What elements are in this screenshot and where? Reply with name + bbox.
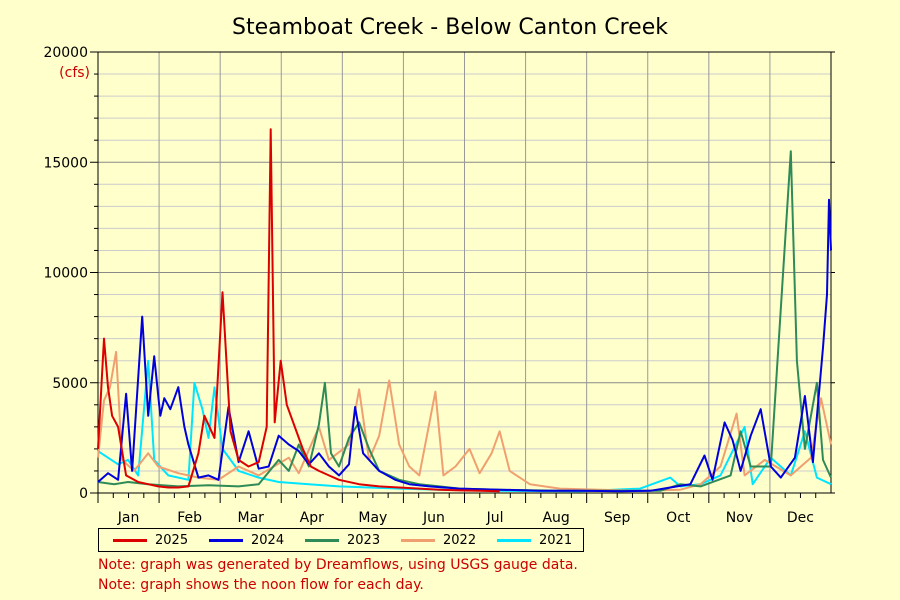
legend-swatch — [497, 538, 531, 542]
y-axis-unit: (cfs) — [59, 65, 90, 81]
y-tick-label: 5000 — [52, 376, 88, 392]
legend-swatch — [113, 538, 147, 542]
series-line-2025 — [97, 128, 500, 493]
y-tick-label: 0 — [79, 486, 88, 502]
legend: 2025 2024 2023 2022 2021 — [98, 528, 584, 552]
x-tick-label: Dec — [787, 510, 814, 526]
legend-label: 2025 — [155, 532, 189, 548]
x-tick-label: Sep — [604, 510, 631, 526]
chart-title: Steamboat Creek - Below Canton Creek — [232, 15, 668, 40]
legend-label: 2024 — [251, 532, 285, 548]
x-tick-label: Apr — [300, 510, 324, 526]
legend-swatch — [305, 538, 339, 542]
x-tick-label: Feb — [177, 510, 202, 526]
x-tick-label: Jun — [422, 510, 445, 526]
x-tick-label: May — [358, 510, 387, 526]
legend-item-2021: 2021 — [497, 533, 579, 548]
series-line-2021 — [97, 359, 832, 493]
axes: 0 5000 10000 15000 20000 Jan Feb Mar Apr May Jun Ju… — [43, 45, 835, 526]
x-tick-label: Mar — [237, 510, 264, 526]
legend-label: 2023 — [347, 532, 381, 548]
legend-item-2022: 2022 — [401, 533, 483, 548]
legend-label: 2022 — [443, 532, 477, 548]
x-tick-label: Nov — [726, 510, 753, 526]
legend-swatch — [401, 538, 435, 542]
x-tick-label: Aug — [542, 510, 569, 526]
legend-item-2023: 2023 — [305, 533, 387, 548]
x-tick-label: Jan — [117, 510, 140, 526]
legend-item-2024: 2024 — [209, 533, 291, 548]
y-tick-label: 15000 — [43, 155, 88, 171]
note-source: Note: graph was generated by Dreamflows,… — [98, 557, 578, 573]
note-noon-flow: Note: graph shows the noon flow for each… — [98, 577, 424, 593]
legend-swatch — [209, 538, 243, 542]
legend-item-2025: 2025 — [113, 533, 195, 548]
series-line-2022 — [97, 350, 832, 492]
grid — [97, 51, 832, 494]
y-tick-label: 20000 — [43, 45, 88, 61]
y-tick-label: 10000 — [43, 266, 88, 282]
series-lines — [97, 128, 832, 493]
legend-label: 2021 — [539, 532, 573, 548]
x-tick-label: Oct — [666, 510, 691, 526]
x-tick-label: Jul — [486, 510, 504, 526]
series-line-2024 — [97, 198, 832, 493]
